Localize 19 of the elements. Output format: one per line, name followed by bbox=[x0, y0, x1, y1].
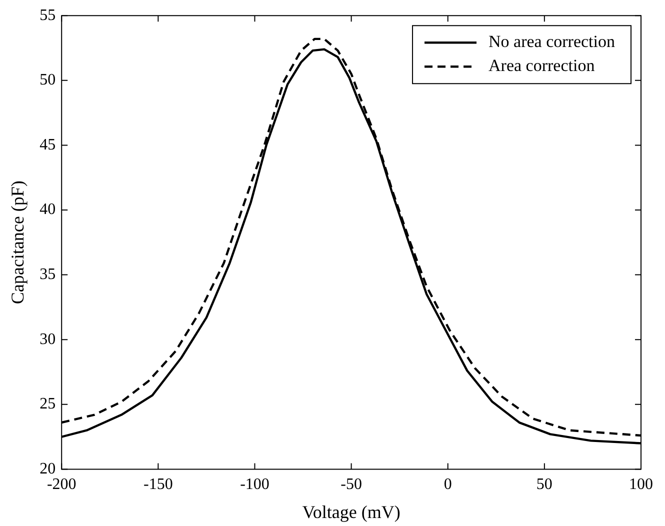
legend-label: Area correction bbox=[488, 56, 596, 76]
x-tick-label: 0 bbox=[444, 476, 452, 494]
y-axis-title: Capacitance (pF) bbox=[8, 180, 28, 304]
y-tick-label: 40 bbox=[40, 201, 56, 218]
x-tick-label: -150 bbox=[144, 476, 173, 494]
x-tick-label: 50 bbox=[536, 476, 552, 494]
y-tick-label: 45 bbox=[40, 136, 56, 154]
legend-label: No area correction bbox=[488, 32, 616, 52]
x-tick-label: 100 bbox=[629, 476, 653, 494]
y-tick-label: 30 bbox=[40, 330, 56, 348]
y-tick-label: 50 bbox=[40, 72, 56, 89]
y-tick-label: 55 bbox=[40, 6, 56, 24]
x-axis-title: Voltage (mV) bbox=[302, 502, 400, 522]
x-tick-label: -200 bbox=[46, 476, 76, 494]
y-tick-label: 25 bbox=[40, 396, 56, 413]
y-tick-label: 20 bbox=[40, 460, 56, 478]
x-tick-label: -100 bbox=[240, 476, 270, 494]
x-tick-label: -50 bbox=[340, 476, 362, 494]
y-tick-label: 35 bbox=[40, 266, 56, 284]
